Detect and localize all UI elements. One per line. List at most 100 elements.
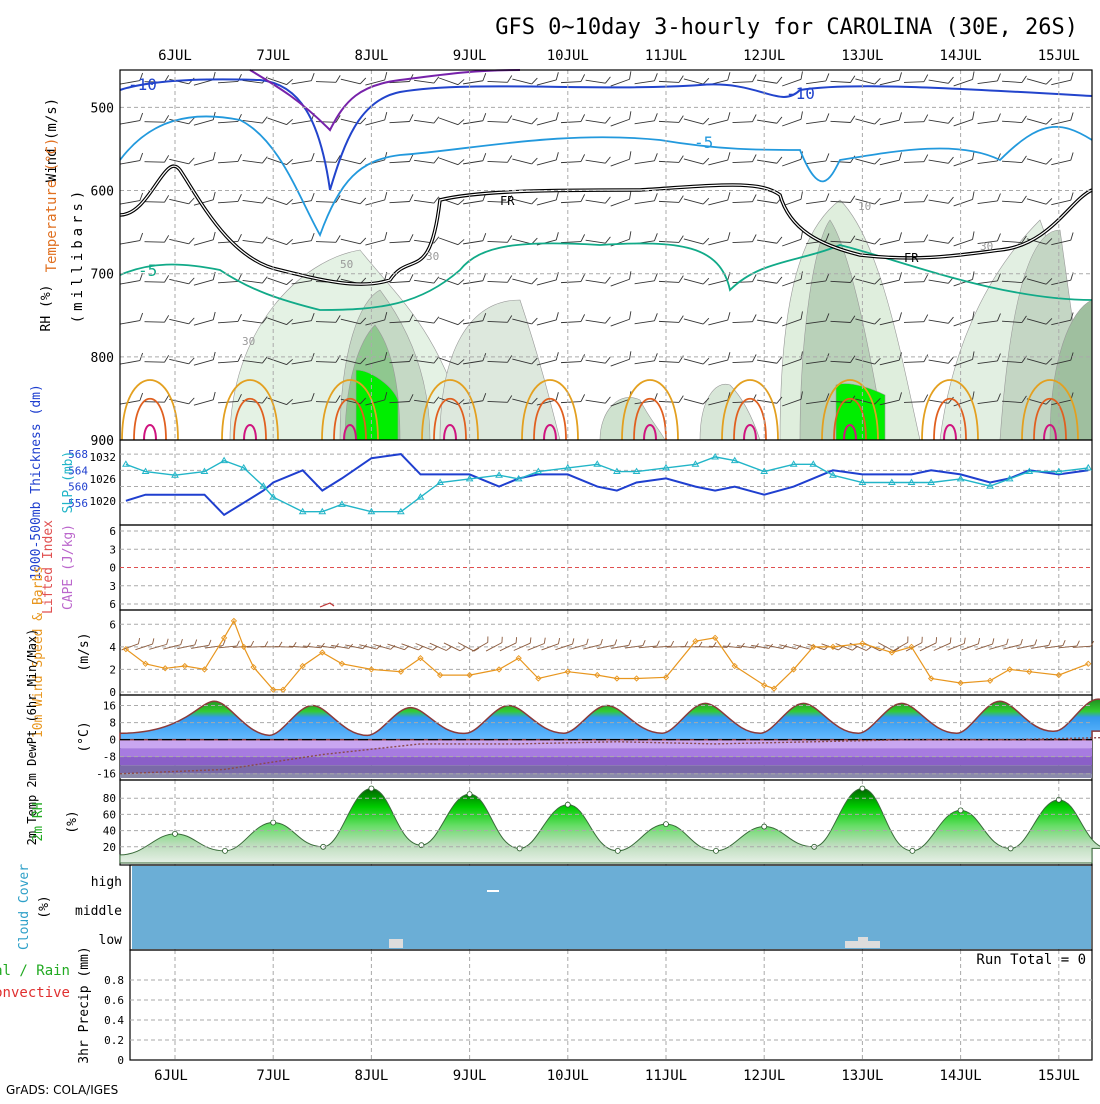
- wind-barb-shaft: [144, 281, 165, 283]
- rh-marker: [713, 847, 719, 854]
- wind-barb-shaft: [242, 199, 263, 204]
- wind-barb-flag: [531, 157, 538, 165]
- wind10m-barb-shaft: [835, 643, 853, 651]
- wind-barb: [267, 77, 293, 86]
- wind-barb-shaft: [414, 119, 434, 124]
- upper-rh-label: RH (%): [39, 285, 54, 332]
- wind-speed-marker: [240, 643, 247, 650]
- wind-barb-shaft: [708, 199, 728, 206]
- wind-barb: [855, 318, 881, 325]
- wind-barb-flag: [653, 73, 658, 81]
- wind-barb-shaft: [560, 281, 582, 284]
- wind-barb-flag: [188, 117, 195, 125]
- wind-barb-flag: [923, 194, 929, 202]
- wind-barb-shaft: [806, 280, 826, 285]
- wind-barb-flag: [702, 117, 710, 125]
- wind-barb-shaft: [1051, 79, 1071, 86]
- wind10m-barb-shaft: [1072, 645, 1092, 648]
- wind-barb: [953, 151, 975, 167]
- wind-barb: [806, 113, 830, 125]
- wind-barb-flag: [1070, 72, 1074, 81]
- wind10m-barb: [891, 636, 909, 652]
- slp-marker: [338, 500, 346, 507]
- rh-tick: 40: [103, 825, 116, 838]
- wind-barb-flag: [580, 74, 586, 82]
- wind-barb-shaft: [782, 318, 802, 327]
- wind-barb: [903, 274, 929, 283]
- wind-barb: [585, 236, 611, 244]
- warm-contour-inner: [533, 397, 567, 441]
- wind-speed-marker: [397, 668, 404, 675]
- wind10m-barb: [1031, 639, 1052, 649]
- wind-barb-shaft: [487, 361, 508, 363]
- wind-barb-flag: [997, 113, 1001, 122]
- wind-barb-flag: [972, 351, 975, 360]
- wind-barb-flag: [702, 317, 710, 325]
- wind-barb: [365, 312, 388, 326]
- wind-barb: [658, 395, 684, 403]
- wind-barb-flag: [825, 393, 830, 402]
- wind10m-barb-shaft: [513, 642, 531, 651]
- wind-barb-flag: [972, 71, 975, 80]
- wind-barb: [414, 156, 440, 164]
- warm-contour-inner: [433, 397, 467, 441]
- wind10m-barb-flag: [1062, 640, 1066, 646]
- wind-barb: [977, 193, 1001, 205]
- wind-speed-marker: [711, 634, 719, 641]
- wind-barb-flag: [482, 113, 487, 121]
- wind10m-barb-flag: [978, 637, 981, 644]
- wind10m-barb-shaft: [933, 642, 951, 651]
- wind-barb-shaft: [830, 160, 851, 163]
- wind10m-barb-flag: [893, 647, 900, 652]
- wind-barb-shaft: [291, 400, 312, 405]
- wind-barb-shaft: [1026, 78, 1047, 85]
- wind-barb-shaft: [463, 360, 483, 365]
- wind-barb-shaft: [217, 360, 239, 364]
- wind-barb: [439, 237, 465, 246]
- wind-barb-shaft: [585, 199, 606, 204]
- wind10m-barb-shaft: [779, 644, 797, 650]
- wind-barb-flag: [800, 271, 803, 280]
- wind10m-barb: [429, 642, 452, 651]
- wind-barb: [1051, 112, 1074, 126]
- wind-barb-flag: [237, 393, 242, 402]
- wind-barb-flag: [188, 357, 195, 365]
- wind-speed-marker: [662, 674, 670, 681]
- wind10m-barb-flag: [600, 638, 603, 645]
- wind10m-barb: [527, 637, 546, 651]
- wind-barb: [242, 276, 268, 284]
- wind-barb-shaft: [340, 358, 361, 365]
- wind-barb-flag: [139, 72, 144, 81]
- wind-barb-shaft: [830, 320, 851, 323]
- wind-barb-flag: [776, 156, 783, 164]
- wind-barb-flag: [164, 355, 170, 363]
- wind-barb-shaft: [1001, 240, 1023, 244]
- wind-barb-shaft: [782, 158, 802, 167]
- wind-barb-flag: [850, 115, 856, 123]
- wind-barb-flag: [629, 351, 632, 360]
- wind-barb-shaft: [732, 121, 753, 123]
- cloud-label: Cloud Cover: [17, 864, 32, 950]
- wind-barb-shaft: [487, 321, 508, 323]
- wind-barb-shaft: [144, 361, 165, 363]
- cloud-units: (%): [37, 895, 52, 918]
- slp-marker: [632, 467, 641, 475]
- wind-barb-shaft: [487, 281, 508, 283]
- wind-barb-flag: [629, 231, 632, 240]
- wind-barb-flag: [874, 118, 881, 125]
- wind-barb-shaft: [193, 399, 214, 406]
- wind-barb: [830, 275, 856, 283]
- wind-barb: [169, 77, 195, 85]
- wind-barb-flag: [580, 194, 586, 202]
- wind-barb-flag: [678, 395, 684, 403]
- wind-speed-marker: [790, 666, 797, 673]
- temp-cold-band: [120, 756, 1092, 766]
- wind-barb-flag: [752, 114, 757, 122]
- wind-barb: [560, 354, 586, 364]
- wind-barb-shaft: [879, 279, 900, 286]
- wind-barb-shaft: [903, 121, 925, 123]
- y-axis-titles: Wind (m/s) Temperature (°C) RH (%) (mill…: [0, 98, 92, 1064]
- wind-barb-shaft: [683, 358, 704, 365]
- wind-barb-flag: [457, 199, 465, 206]
- wind-barb-shaft: [806, 80, 826, 85]
